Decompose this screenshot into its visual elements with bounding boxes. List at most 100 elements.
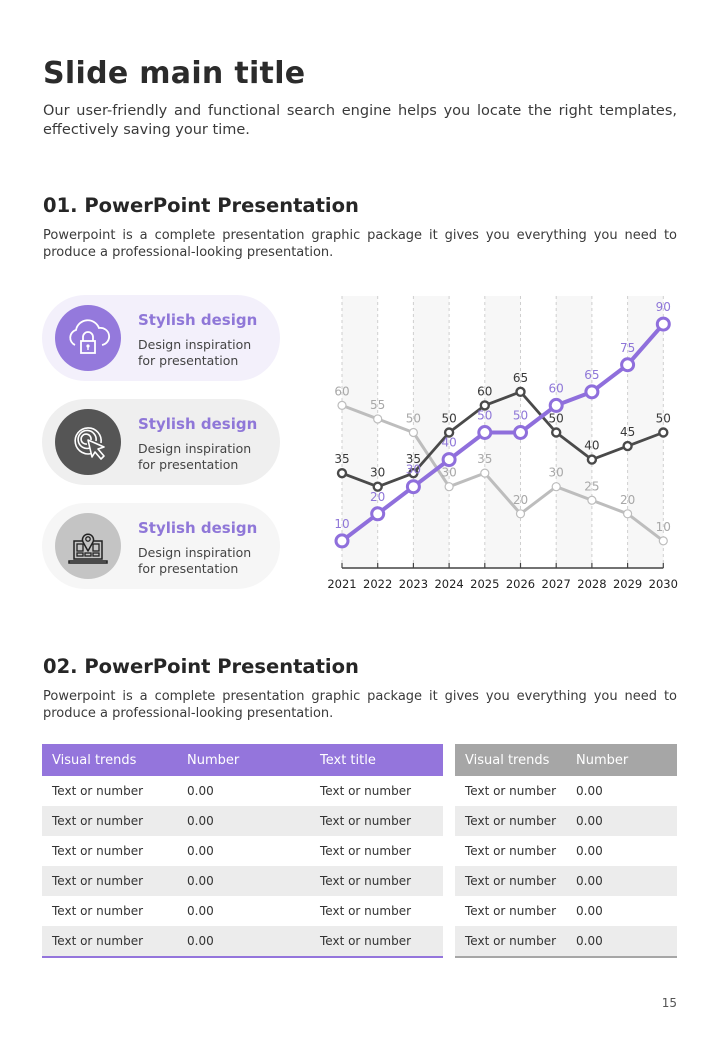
table-cell: 0.00: [187, 844, 214, 858]
chart-data-label: 60: [477, 384, 492, 398]
table-cell: 0.00: [177, 806, 310, 836]
icon-circle: [55, 409, 121, 475]
chart-data-label: 35: [477, 452, 492, 466]
table-row: Text or number 0.00 Text or number: [42, 806, 443, 836]
chart-data-point: [334, 533, 350, 549]
chart-data-point: [444, 482, 454, 492]
chart-data-point: [587, 495, 597, 505]
column-header: Text title: [310, 744, 443, 776]
chart-data-label: 25: [584, 479, 599, 493]
table-cell: Text or number: [465, 784, 557, 798]
chart-data-point: [373, 414, 383, 424]
chart-data-label: 40: [441, 436, 456, 450]
chart-data-point: [622, 440, 633, 452]
target-cursor-icon: [74, 427, 105, 460]
chart-band: [413, 296, 450, 568]
chart-band: [556, 296, 592, 568]
chart-data-point: [372, 481, 383, 492]
table-cell: Text or number: [465, 904, 557, 918]
chart-data-point: [620, 357, 636, 373]
chart-data-label: 10: [334, 517, 349, 531]
table-header-row: Visual trends Number Text title: [42, 744, 443, 776]
chart-data-point: [408, 467, 419, 479]
chart-data-label: 10: [656, 520, 671, 534]
table-cell: 0.00: [566, 866, 677, 896]
chart-data-point: [443, 427, 455, 438]
card-title: Stylish design: [138, 519, 258, 537]
chart-x-tick-label: 2029: [613, 577, 642, 591]
data-table-grey: Visual trends Number Text or number 0.00 T…: [455, 744, 677, 958]
chart-x-tick-label: 2026: [506, 577, 535, 591]
table-cell: Text or number: [52, 904, 144, 918]
column-header: Number: [177, 744, 310, 776]
table-cell: 0.00: [576, 904, 603, 918]
chart-data-label: 20: [513, 493, 528, 507]
chart-data-label: 50: [549, 412, 564, 426]
chart-data-label: 40: [584, 439, 599, 453]
table-cell: 0.00: [187, 784, 214, 798]
section-2-description: Powerpoint is a complete presentation gr…: [43, 689, 677, 721]
card-description: Design inspiration for presentation: [138, 545, 278, 577]
chart-data-label: 30: [549, 466, 564, 480]
table-cell: Text or number: [320, 844, 412, 858]
table-cell: Text or number: [320, 784, 412, 798]
chart-series-line: [340, 322, 665, 543]
chart-band: [342, 296, 378, 568]
section-1-description: Powerpoint is a complete presentation gr…: [43, 228, 677, 260]
chart-data-label: 50: [406, 412, 421, 426]
chart-data-point: [408, 427, 419, 438]
table-cell: Text or number: [52, 844, 144, 858]
chart-x-tick-label: 2021: [327, 577, 356, 591]
card-description: Design inspiration for presentation: [138, 337, 278, 369]
chart-data-point: [370, 506, 386, 522]
chart-data-label: 20: [370, 490, 385, 504]
table-cell: Text or number: [42, 866, 177, 896]
chart-data-label: 35: [334, 452, 349, 466]
table-row: Text or number 0.00: [455, 866, 677, 896]
chart-data-label: 60: [549, 381, 564, 395]
table-header-row: Visual trends Number: [455, 744, 677, 776]
table-cell: 0.00: [187, 904, 214, 918]
chart-data-label: 60: [334, 384, 349, 398]
chart-data-label: 55: [370, 398, 385, 412]
card-title: Stylish design: [138, 415, 258, 433]
card-description-line: for presentation: [138, 353, 239, 368]
table-cell: Text or number: [455, 866, 566, 896]
table-cell: Text or number: [320, 904, 412, 918]
icon-circle: [55, 513, 121, 579]
chart-data-point: [623, 509, 633, 519]
table-cell: Text or number: [455, 926, 566, 957]
chart-data-label: 30: [406, 463, 421, 477]
line-chart: 2021 2022 2023 2024 2025 2026 2027 2028 2029 2030…: [320, 290, 690, 600]
table-row: Text or number 0.00: [455, 926, 677, 957]
chart-data-label: 75: [620, 341, 635, 355]
laptop-location-icon: [68, 533, 108, 564]
card-description-line: for presentation: [138, 561, 239, 576]
table-cell: Text or number: [455, 806, 566, 836]
chart-data-point: [515, 386, 526, 398]
table-cell: 0.00: [177, 866, 310, 896]
chart-data-point: [658, 536, 668, 546]
table-cell: 0.00: [576, 784, 603, 798]
chart-x-tick-label: 2025: [470, 577, 499, 591]
cloud-lock-icon: [69, 319, 110, 354]
chart-data-label: 50: [477, 409, 492, 423]
chart-data-label: 50: [513, 409, 528, 423]
card-description-line: Design inspiration: [138, 337, 252, 352]
chart-x-tick-label: 2023: [399, 577, 428, 591]
chart-data-point: [337, 400, 347, 411]
chart-x-tick-label: 2028: [577, 577, 606, 591]
chart-data-label: 30: [441, 466, 456, 480]
data-table-purple: Visual trends Number Text title Text or …: [42, 744, 443, 958]
card-description-line: Design inspiration: [138, 545, 252, 560]
table-cell: Text or number: [42, 806, 177, 836]
chart-x-tick-label: 2024: [434, 577, 463, 591]
chart-data-label: 30: [370, 466, 385, 480]
card-description-line: Design inspiration: [138, 441, 252, 456]
column-header: Visual trends: [455, 744, 566, 776]
table-cell: 0.00: [566, 806, 677, 836]
chart-data-point: [550, 427, 562, 438]
chart-data-point: [336, 467, 348, 479]
chart-data-point: [586, 454, 598, 465]
table-cell: Text or number: [310, 926, 443, 957]
